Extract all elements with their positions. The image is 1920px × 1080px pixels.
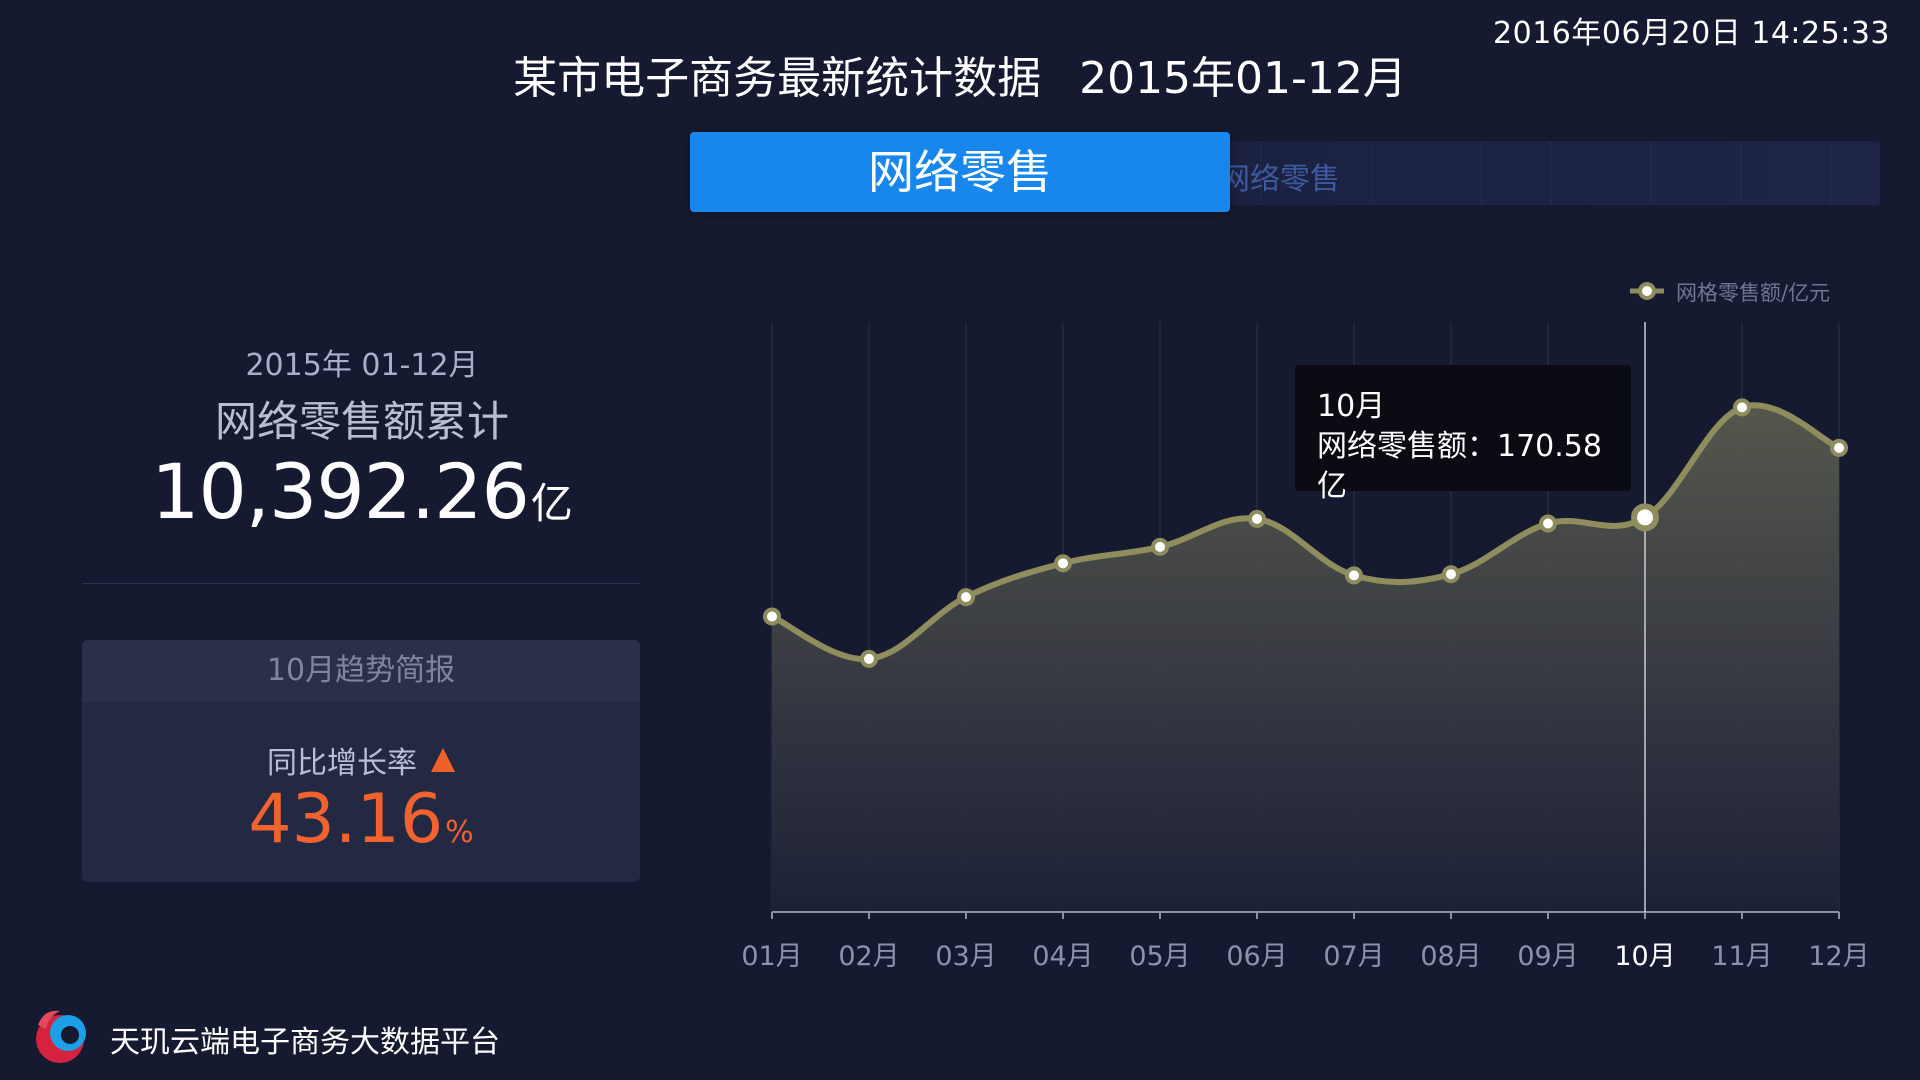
growth-rate-label: 同比增长率 bbox=[267, 746, 417, 781]
x-label-01月: 01月 bbox=[741, 941, 802, 972]
summary-total-value: 10,392.26 bbox=[151, 447, 530, 536]
platform-logo-icon bbox=[36, 1010, 86, 1063]
chart-tooltip: 10月 网络零售额：170.58亿 bbox=[1295, 365, 1631, 504]
page-title-period: 2015年01-12月 bbox=[1079, 53, 1407, 104]
x-label-08月: 08月 bbox=[1420, 941, 1481, 972]
x-label-09月: 09月 bbox=[1517, 941, 1578, 972]
growth-rate-value: 43.16 bbox=[248, 780, 444, 859]
data-point-11月[interactable] bbox=[1733, 398, 1751, 417]
tab-network-retail-secondary-label: 网络零售 bbox=[1220, 162, 1340, 197]
data-point-04月[interactable] bbox=[1054, 554, 1072, 573]
data-point-08月[interactable] bbox=[1442, 565, 1460, 584]
legend-label: 网格零售额/亿元 bbox=[1676, 281, 1830, 305]
tab-bar: 网络零售 网络零售 bbox=[690, 132, 1880, 212]
x-label-02月: 02月 bbox=[838, 941, 899, 972]
tooltip-value: 网络零售额：170.58亿 bbox=[1317, 429, 1602, 504]
tab-network-retail-secondary[interactable]: 网络零售 bbox=[1220, 141, 1880, 205]
x-axis-labels: 01月 02月 03月 04月 05月 06月 07月 08月 09月 10月 11月 12月 bbox=[741, 941, 1869, 972]
summary-period: 2015年 01-12月 bbox=[245, 348, 479, 383]
x-axis-ticks bbox=[771, 912, 1840, 919]
summary-total: 10,392.26亿 bbox=[82, 447, 642, 536]
data-point-09月[interactable] bbox=[1539, 514, 1557, 533]
datetime-display: 2016年06月20日 14:25:33 bbox=[1493, 16, 1890, 51]
x-label-11月: 11月 bbox=[1711, 941, 1772, 972]
cumulative-summary: 2015年 01-12月 网络零售额累计 10,392.26亿 bbox=[82, 340, 642, 536]
growth-rate-value-row: 43.16% bbox=[82, 780, 640, 859]
growth-rate-unit: % bbox=[445, 815, 474, 850]
data-point-01月[interactable] bbox=[763, 607, 781, 626]
data-point-10月[interactable] bbox=[1631, 503, 1659, 532]
tooltip-month: 10月 bbox=[1317, 389, 1386, 424]
data-point-02月[interactable] bbox=[860, 649, 878, 668]
series-points bbox=[763, 398, 1848, 668]
data-point-12月[interactable] bbox=[1830, 438, 1848, 457]
tab-network-retail[interactable]: 网络零售 bbox=[690, 132, 1230, 212]
trend-brief-card: 10月趋势简报 同比增长率 43.16% bbox=[82, 640, 640, 882]
series-area-fill bbox=[772, 405, 1839, 912]
summary-total-unit: 亿 bbox=[530, 479, 573, 528]
chart-legend: 网格零售额/亿元 bbox=[1630, 281, 1830, 305]
platform-name: 天玑云端电子商务大数据平台 bbox=[110, 1025, 500, 1060]
x-label-03月: 03月 bbox=[935, 941, 996, 972]
series-line bbox=[770, 402, 1841, 662]
x-label-12月: 12月 bbox=[1808, 941, 1869, 972]
x-label-10月: 10月 bbox=[1614, 941, 1675, 972]
page-title-main: 某市电子商务最新统计数据 bbox=[513, 53, 1042, 104]
data-point-07月[interactable] bbox=[1345, 566, 1363, 585]
x-label-05月: 05月 bbox=[1129, 941, 1190, 972]
legend-marker-icon bbox=[1638, 282, 1656, 300]
page-title: 某市电子商务最新统计数据 2015年01-12月 bbox=[0, 42, 1920, 106]
growth-rate-label-row: 同比增长率 bbox=[82, 738, 640, 782]
x-label-06月: 06月 bbox=[1226, 941, 1287, 972]
trend-brief-title: 10月趋势简报 bbox=[82, 640, 640, 702]
x-label-04月: 04月 bbox=[1032, 941, 1093, 972]
section-divider bbox=[82, 583, 640, 584]
up-triangle-icon bbox=[431, 748, 455, 772]
data-point-05月[interactable] bbox=[1151, 537, 1169, 556]
summary-label: 网络零售额累计 bbox=[214, 397, 509, 446]
data-point-06月[interactable] bbox=[1248, 509, 1266, 528]
x-label-07月: 07月 bbox=[1323, 941, 1384, 972]
data-point-03月[interactable] bbox=[957, 588, 975, 607]
